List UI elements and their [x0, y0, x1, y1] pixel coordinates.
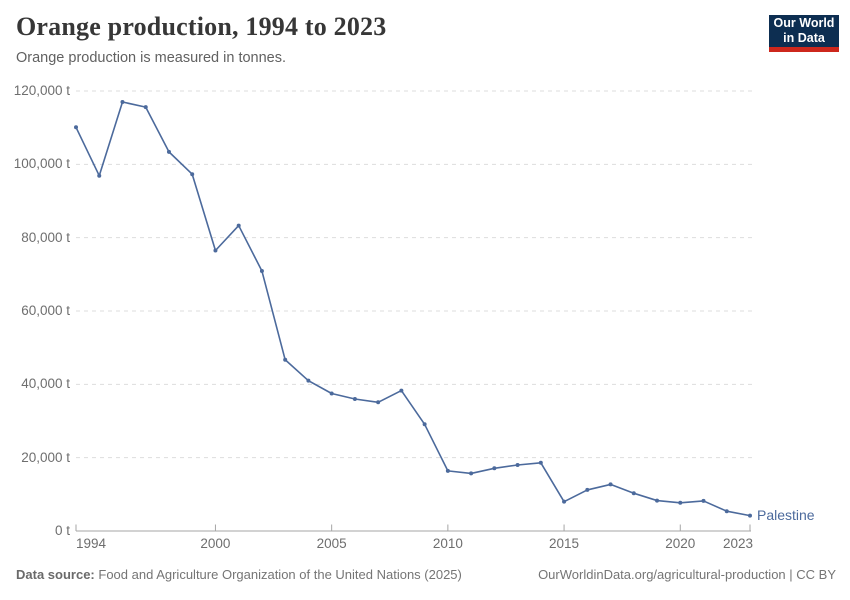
palestine-line-series[interactable]	[75, 101, 751, 517]
data-point-1998[interactable]	[166, 149, 171, 154]
data-point-2007[interactable]	[376, 400, 381, 405]
data-point-1994[interactable]	[74, 125, 78, 130]
data-point-2018[interactable]	[631, 491, 636, 496]
owid-logo: Our World in Data	[769, 15, 839, 47]
y-axis-tick-label: 40,000 t	[21, 376, 70, 392]
data-point-2003[interactable]	[283, 357, 288, 362]
chart-footer: Data source: Food and Agriculture Organi…	[16, 567, 836, 582]
data-point-2015[interactable]	[562, 499, 567, 504]
data-point-1999[interactable]	[190, 172, 195, 177]
y-axis-tick-label: 0 t	[54, 523, 70, 538]
data-point-2016[interactable]	[585, 487, 590, 492]
logo-red-stripe	[769, 47, 839, 52]
data-point-1996[interactable]	[120, 100, 125, 104]
data-point-2022[interactable]	[724, 509, 729, 514]
data-point-2017[interactable]	[608, 482, 613, 487]
data-point-2013[interactable]	[515, 463, 520, 467]
data-point-2000[interactable]	[213, 248, 218, 253]
y-axis-tick-label: 60,000 t	[21, 303, 70, 318]
data-point-2006[interactable]	[352, 397, 357, 401]
y-axis-tick-label: 80,000 t	[21, 229, 70, 245]
data-point-2014[interactable]	[538, 460, 543, 465]
data-point-1997[interactable]	[143, 105, 148, 110]
data-point-2008[interactable]	[399, 388, 404, 393]
x-axis-tick-label: 1994	[76, 536, 107, 551]
chart-subtitle: Orange production is measured in tonnes.	[16, 50, 287, 66]
chart-title: Orange production, 1994 to 2023	[16, 12, 387, 41]
y-axis-tick-label: 100,000 t	[13, 156, 70, 172]
data-point-2002[interactable]	[259, 269, 264, 274]
data-point-2004[interactable]	[306, 378, 311, 383]
x-axis-tick-label: 2005	[316, 536, 347, 551]
data-point-2005[interactable]	[329, 391, 334, 396]
data-point-2019[interactable]	[655, 498, 660, 503]
logo-text-line1: Our World	[773, 16, 835, 30]
x-axis-tick-label: 2020	[665, 536, 696, 551]
data-point-2020[interactable]	[678, 500, 683, 505]
series-label-palestine[interactable]: Palestine	[757, 506, 815, 523]
data-point-2012[interactable]	[492, 466, 497, 471]
x-axis-tick-label: 2000	[200, 536, 231, 551]
data-point-1995[interactable]	[97, 173, 102, 178]
footer-credit-link[interactable]: OurWorldinData.org/agricultural-producti…	[538, 567, 836, 582]
y-axis-tick-label: 120,000 t	[13, 83, 70, 98]
data-point-2011[interactable]	[469, 471, 474, 476]
y-axis-tick-label: 20,000 t	[21, 449, 70, 465]
x-axis-tick-label: 2015	[549, 536, 580, 551]
data-point-2009[interactable]	[422, 422, 427, 427]
x-axis-tick-label: 2010	[432, 536, 463, 551]
logo-text-line2: in Data	[783, 31, 825, 45]
data-point-2023[interactable]	[748, 513, 752, 518]
footer-source: Data source: Food and Agriculture Organi…	[16, 567, 462, 582]
footer-source-label: Data source:	[16, 567, 95, 582]
data-point-2001[interactable]	[236, 223, 241, 228]
footer-source-text: Food and Agriculture Organization of the…	[98, 567, 462, 582]
data-point-2021[interactable]	[701, 498, 706, 503]
data-point-2010[interactable]	[445, 468, 450, 473]
x-axis-tick-label: 2023	[722, 536, 753, 551]
